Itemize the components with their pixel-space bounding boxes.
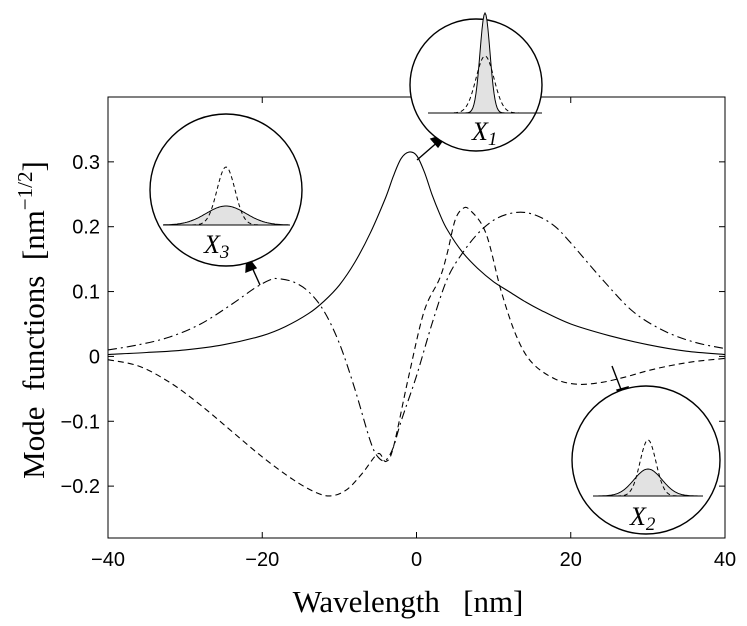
inset-x2-label: X2 (629, 502, 656, 535)
inset-x1-dashed-mode (433, 55, 537, 114)
x-tick-labels: −40 −20 0 20 40 (91, 549, 736, 571)
x-axis-title: Wavelength [nm] (293, 584, 524, 619)
inset-x3: X3 (149, 113, 303, 267)
y-axis-title-main: Mode functions [nm (16, 210, 51, 479)
y-axis-title: Mode functions [nm−1/2] (13, 161, 51, 479)
arrow-x2-line (611, 365, 623, 393)
series-group (107, 151, 726, 497)
y-tick-label: 0.1 (72, 282, 100, 304)
axis-ticks (107, 97, 726, 538)
inset-x3-solid-mode (163, 205, 289, 226)
inset-x1: X1 (409, 11, 543, 152)
y-tick-labels: −0.2 −0.1 0 0.1 0.2 0.3 (61, 152, 100, 498)
y-tick-label: 0.3 (72, 152, 100, 174)
series-line-dash-dot (107, 211, 726, 462)
y-tick-label: 0.2 (72, 217, 100, 239)
series-line-solid (107, 151, 726, 356)
inset-x3-dashed-mode (164, 166, 288, 226)
y-axis-title-close: ] (16, 161, 51, 171)
x-tick-label: −20 (245, 549, 279, 571)
inset-x2-solid-mode (596, 468, 700, 497)
inset-x2: X2 (571, 385, 721, 535)
inset-x2-dashed-mode (596, 439, 700, 497)
inset-x3-label: X3 (203, 230, 229, 263)
series-line-dashed (107, 206, 726, 497)
y-tick-label: 0 (89, 346, 100, 368)
x-tick-label: 40 (714, 549, 736, 571)
y-tick-label: −0.2 (61, 476, 100, 498)
inset-x1-label: X1 (471, 117, 497, 150)
y-tick-label: −0.1 (61, 411, 100, 433)
x-tick-label: −40 (91, 549, 125, 571)
y-axis-title-exponent: −1/2 (13, 172, 37, 211)
x-tick-label: 0 (411, 549, 422, 571)
x-tick-label: 20 (560, 549, 582, 571)
